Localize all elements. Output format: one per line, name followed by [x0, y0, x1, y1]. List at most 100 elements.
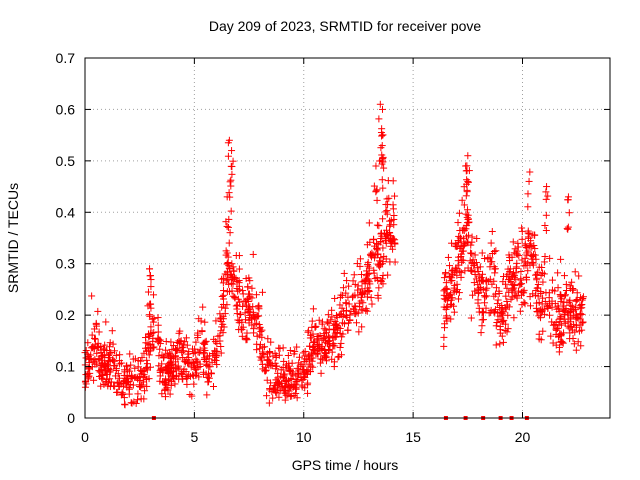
data-point: [218, 303, 226, 311]
data-point: [365, 287, 373, 295]
data-point: [85, 373, 93, 381]
data-point: [209, 350, 217, 358]
data-point: [106, 343, 114, 351]
y-tick-label: 0.5: [56, 153, 76, 169]
x-tick-label: 10: [296, 429, 312, 445]
data-point: [328, 348, 336, 356]
data-point: [315, 344, 323, 352]
data-point: [266, 386, 274, 394]
data-point: [241, 309, 249, 317]
data-point: [545, 294, 553, 302]
data-point: [217, 349, 225, 357]
spike-point: [463, 167, 471, 175]
data-point: [316, 359, 324, 367]
data-point: [531, 231, 539, 239]
data-point: [533, 299, 541, 307]
data-point: [568, 278, 576, 286]
data-point: [358, 293, 366, 301]
data-point: [219, 312, 227, 320]
data-point: [173, 338, 181, 346]
data-point: [342, 299, 350, 307]
data-point: [137, 395, 145, 403]
data-point: [576, 311, 584, 319]
spike-point: [224, 223, 232, 231]
data-point: [101, 353, 109, 361]
data-point: [517, 268, 525, 276]
data-point: [563, 298, 571, 306]
data-point: [141, 387, 149, 395]
data-point: [375, 261, 383, 269]
data-point: [533, 284, 541, 292]
data-point: [566, 318, 574, 326]
data-point: [309, 345, 317, 353]
data-point: [482, 304, 490, 312]
data-point: [162, 375, 170, 383]
spike-point: [147, 283, 155, 291]
spike-point: [542, 211, 550, 219]
data-point: [201, 346, 209, 354]
data-point: [126, 350, 134, 358]
data-point: [487, 309, 495, 317]
data-point: [379, 258, 387, 266]
data-point: [561, 319, 569, 327]
data-point: [142, 365, 150, 373]
data-point: [194, 348, 202, 356]
data-point: [359, 299, 367, 307]
data-point: [350, 271, 358, 279]
spike-point: [524, 227, 532, 235]
spike-point: [146, 300, 154, 308]
y-tick-label: 0.3: [56, 256, 76, 272]
data-point: [492, 284, 500, 292]
data-point: [574, 314, 582, 322]
spike-point: [227, 176, 235, 184]
data-point: [132, 399, 140, 407]
data-point: [487, 239, 495, 247]
data-point: [529, 261, 537, 269]
data-point: [257, 356, 265, 364]
data-point: [557, 321, 565, 329]
data-point: [192, 365, 200, 373]
x-tick-label: 0: [81, 429, 89, 445]
data-point: [265, 399, 273, 407]
data-point: [82, 378, 90, 386]
data-point: [91, 360, 99, 368]
data-point: [160, 354, 168, 362]
data-point: [230, 267, 238, 275]
data-point: [539, 278, 547, 286]
spike-point: [372, 188, 380, 196]
data-point: [518, 235, 526, 243]
spike-point: [524, 190, 532, 198]
data-point: [232, 302, 240, 310]
data-point: [548, 297, 556, 305]
data-point: [503, 284, 511, 292]
data-point: [526, 168, 534, 176]
data-point: [502, 305, 510, 313]
data-point: [263, 356, 271, 364]
data-point: [461, 240, 469, 248]
data-point: [343, 277, 351, 285]
data-point: [328, 306, 336, 314]
data-point: [373, 246, 381, 254]
spike-point: [463, 186, 471, 194]
data-point: [121, 366, 129, 374]
data-point: [478, 316, 486, 324]
data-point: [253, 332, 261, 340]
y-tick-label: 0: [67, 410, 75, 426]
data-point: [331, 294, 339, 302]
data-point: [250, 325, 258, 333]
data-point: [457, 269, 465, 277]
data-point: [441, 324, 449, 332]
data-point: [524, 247, 532, 255]
data-point: [554, 284, 562, 292]
data-point: [478, 249, 486, 257]
data-point: [363, 275, 371, 283]
data-point: [287, 375, 295, 383]
data-point: [499, 338, 507, 346]
data-point: [468, 250, 476, 258]
data-point: [111, 372, 119, 380]
data-point: [219, 329, 227, 337]
spike-point: [223, 222, 231, 230]
y-tick-label: 0.4: [56, 204, 76, 220]
data-point: [133, 396, 141, 404]
data-point: [322, 349, 330, 357]
